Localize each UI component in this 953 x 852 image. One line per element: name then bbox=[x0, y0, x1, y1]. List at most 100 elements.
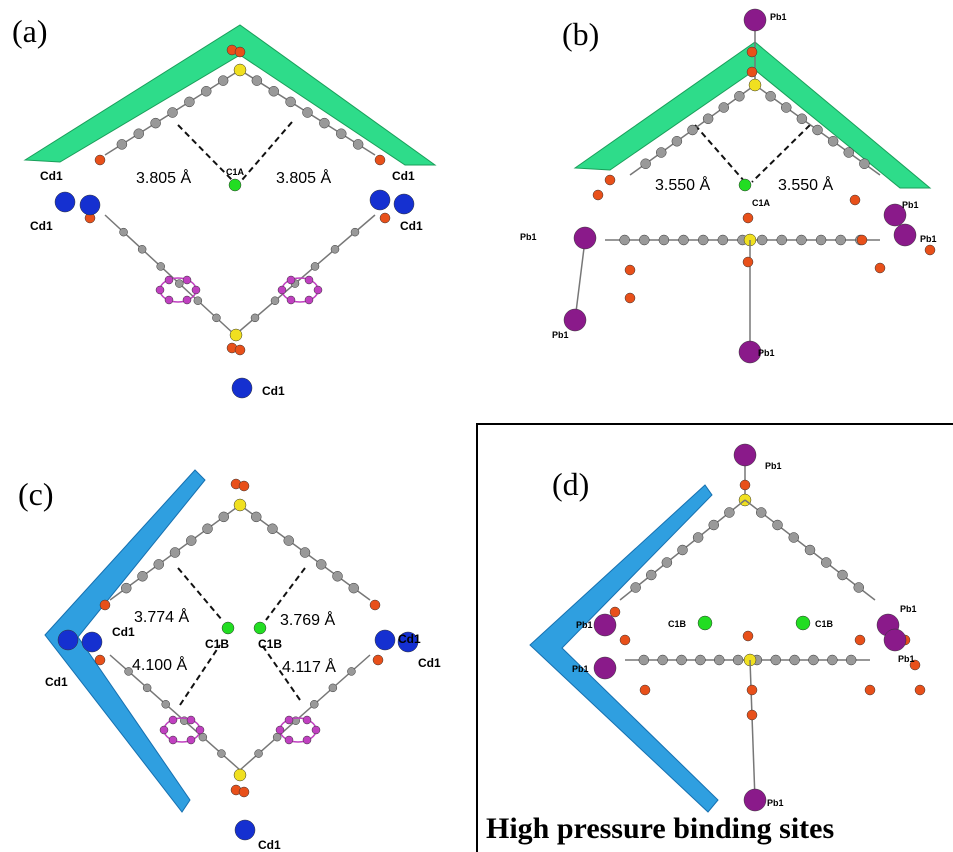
atom bbox=[100, 600, 110, 610]
atom bbox=[310, 700, 318, 708]
distance-label: 3.805 Å bbox=[136, 168, 191, 187]
distance-label: 3.774 Å bbox=[134, 607, 189, 626]
atom bbox=[170, 548, 180, 558]
atom bbox=[662, 558, 672, 568]
atom bbox=[235, 345, 245, 355]
atom bbox=[287, 276, 295, 284]
atom bbox=[718, 235, 728, 245]
atom bbox=[305, 296, 313, 304]
atom bbox=[749, 79, 761, 91]
atom-label: Cd1 bbox=[262, 384, 285, 398]
atom bbox=[134, 129, 144, 139]
atom bbox=[203, 524, 213, 534]
atom-label: Pb1 bbox=[900, 604, 917, 614]
bond bbox=[750, 660, 755, 800]
atom bbox=[781, 103, 791, 113]
atom bbox=[747, 685, 757, 695]
atom bbox=[222, 622, 234, 634]
atom-label: Pb1 bbox=[572, 664, 589, 674]
atom bbox=[796, 616, 810, 630]
atom bbox=[855, 635, 865, 645]
atom bbox=[156, 286, 164, 294]
atom bbox=[234, 769, 246, 781]
atom bbox=[766, 91, 776, 101]
atom bbox=[838, 570, 848, 580]
atom bbox=[314, 286, 322, 294]
atom bbox=[336, 129, 346, 139]
atom bbox=[925, 245, 935, 255]
panel-label: (c) bbox=[18, 476, 54, 512]
atom-label: Pb1 bbox=[898, 654, 915, 664]
atom bbox=[747, 710, 757, 720]
atom bbox=[805, 545, 815, 555]
atom bbox=[789, 533, 799, 543]
atom bbox=[186, 536, 196, 546]
atom bbox=[95, 155, 105, 165]
atom-label: C1B bbox=[668, 619, 687, 629]
atom-label: Cd1 bbox=[40, 169, 63, 183]
atom bbox=[316, 559, 326, 569]
atom bbox=[234, 499, 246, 511]
atom bbox=[625, 265, 635, 275]
atom-label: Pb1 bbox=[552, 330, 569, 340]
atom bbox=[679, 235, 689, 245]
atom bbox=[375, 155, 385, 165]
atom bbox=[194, 297, 202, 305]
atom bbox=[255, 750, 263, 758]
atom bbox=[273, 733, 281, 741]
atom bbox=[303, 716, 311, 724]
atom bbox=[631, 583, 641, 593]
atom bbox=[183, 276, 191, 284]
atom bbox=[187, 736, 195, 744]
atom-label: Cd1 bbox=[112, 625, 135, 639]
atom bbox=[610, 607, 620, 617]
atom-label: Pb1 bbox=[767, 798, 784, 808]
atom bbox=[58, 630, 78, 650]
atom bbox=[698, 616, 712, 630]
atom bbox=[347, 667, 355, 675]
contact-line bbox=[178, 122, 810, 705]
atom bbox=[285, 716, 293, 724]
atom bbox=[370, 600, 380, 610]
atom bbox=[915, 685, 925, 695]
atom bbox=[311, 262, 319, 270]
atom bbox=[594, 657, 616, 679]
atom bbox=[196, 726, 204, 734]
atom bbox=[217, 750, 225, 758]
atom bbox=[160, 726, 168, 734]
caption: High pressure binding sites bbox=[486, 812, 834, 845]
atom bbox=[564, 309, 586, 331]
atom bbox=[239, 787, 249, 797]
atom bbox=[138, 245, 146, 253]
atom-label: Cd1 bbox=[418, 656, 441, 670]
atom bbox=[850, 195, 860, 205]
atom bbox=[252, 76, 262, 86]
atom bbox=[659, 235, 669, 245]
atom-label: Cd1 bbox=[392, 169, 415, 183]
atom bbox=[605, 175, 615, 185]
atom bbox=[287, 296, 295, 304]
atom bbox=[331, 245, 339, 253]
atom bbox=[695, 655, 705, 665]
atom bbox=[169, 716, 177, 724]
atom bbox=[168, 108, 178, 118]
atom bbox=[169, 736, 177, 744]
atom bbox=[859, 159, 869, 169]
atom bbox=[771, 655, 781, 665]
atom bbox=[594, 614, 616, 636]
atom bbox=[757, 235, 767, 245]
atom bbox=[251, 314, 259, 322]
atom bbox=[740, 480, 750, 490]
atom bbox=[192, 286, 200, 294]
distance-label: 4.117 Å bbox=[282, 657, 336, 676]
atom bbox=[370, 190, 390, 210]
atom bbox=[865, 685, 875, 695]
atom bbox=[303, 736, 311, 744]
atom bbox=[875, 263, 885, 273]
atom bbox=[747, 67, 757, 77]
atom bbox=[175, 280, 183, 288]
atom bbox=[828, 136, 838, 146]
atom-label: Pb1 bbox=[770, 12, 787, 22]
atom-label: C1A bbox=[752, 198, 771, 208]
atom bbox=[639, 235, 649, 245]
